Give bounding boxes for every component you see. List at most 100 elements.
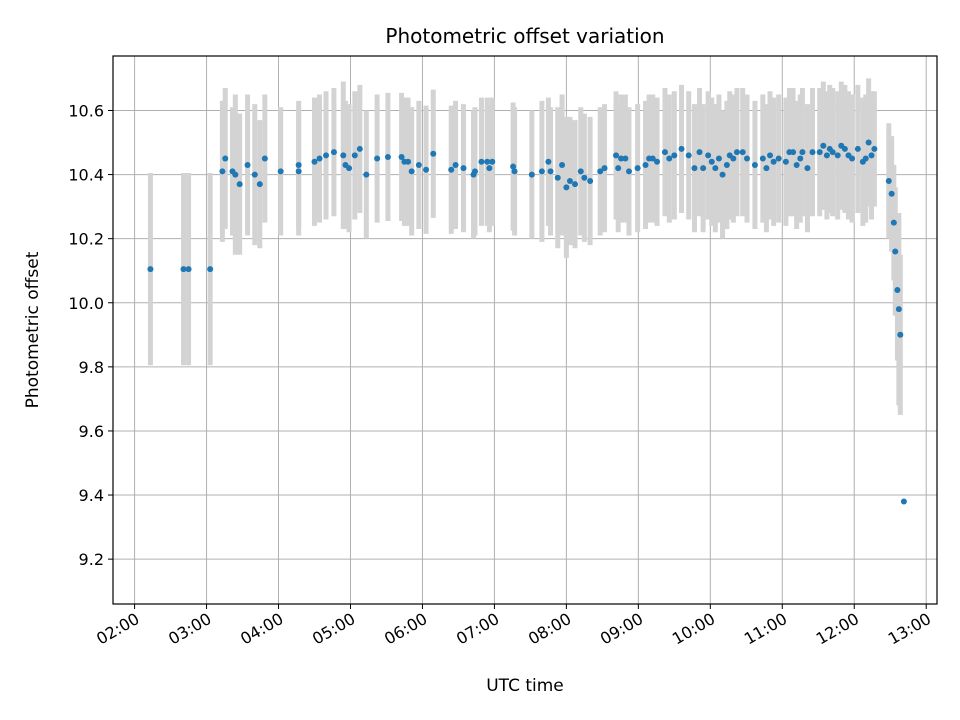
data-point xyxy=(767,152,774,159)
data-point xyxy=(356,145,363,152)
data-point xyxy=(316,155,323,162)
data-point xyxy=(730,155,737,162)
data-point xyxy=(642,161,649,168)
y-tick-label: 10.6 xyxy=(68,101,104,120)
data-point xyxy=(510,163,517,170)
data-point xyxy=(147,266,154,273)
data-point xyxy=(185,266,192,273)
data-point xyxy=(834,152,841,159)
data-point xyxy=(790,149,797,156)
plot-frame xyxy=(112,55,938,605)
data-point xyxy=(581,174,588,181)
data-point xyxy=(671,152,678,159)
data-point xyxy=(841,145,848,152)
y-axis-ticks: 9.2 9.4 9.6 9.8 10.0 10.2 10.4 10.6 xyxy=(68,101,113,569)
data-point xyxy=(295,161,302,168)
data-point xyxy=(486,165,493,172)
data-point xyxy=(809,149,816,156)
data-point xyxy=(895,306,902,313)
data-point xyxy=(351,152,358,159)
data-point xyxy=(890,219,897,226)
data-point xyxy=(511,168,518,175)
data-point xyxy=(330,149,337,156)
data-point xyxy=(854,145,861,152)
data-point xyxy=(232,171,239,178)
data-point xyxy=(708,158,715,165)
data-point xyxy=(816,149,823,156)
y-tick-label: 9.8 xyxy=(79,358,104,377)
y-tick-label: 10.2 xyxy=(68,230,104,249)
data-point xyxy=(311,158,318,165)
data-point xyxy=(547,168,554,175)
data-point xyxy=(900,498,907,505)
data-point xyxy=(759,155,766,162)
data-point xyxy=(363,171,370,178)
data-point xyxy=(892,248,899,255)
data-point xyxy=(799,149,806,156)
data-point xyxy=(415,161,422,168)
data-point xyxy=(661,149,668,156)
data-point xyxy=(829,149,836,156)
data-point xyxy=(622,155,629,162)
data-point xyxy=(180,266,187,273)
y-tick-label: 9.2 xyxy=(79,550,104,569)
data-point xyxy=(763,165,770,172)
data-point xyxy=(625,168,632,175)
data-point xyxy=(804,165,811,172)
data-point xyxy=(572,181,579,188)
data-point xyxy=(277,168,284,175)
data-point xyxy=(207,266,214,273)
data-point xyxy=(346,165,353,172)
data-point xyxy=(559,161,566,168)
data-point xyxy=(430,150,437,157)
data-point xyxy=(797,155,804,162)
data-point xyxy=(823,152,830,159)
data-point xyxy=(862,155,869,162)
data-point xyxy=(696,149,703,156)
data-point xyxy=(782,158,789,165)
y-tick-label: 9.4 xyxy=(79,486,104,505)
data-point xyxy=(566,177,573,184)
data-point xyxy=(618,155,625,162)
data-point xyxy=(528,171,535,178)
data-point xyxy=(484,158,491,165)
data-point xyxy=(448,166,455,173)
data-point xyxy=(820,142,827,149)
data-point xyxy=(705,152,712,159)
data-point xyxy=(739,149,746,156)
data-point xyxy=(678,145,685,152)
data-point xyxy=(897,331,904,338)
y-axis-label: Photometric offset xyxy=(23,251,43,408)
data-point xyxy=(613,152,620,159)
data-point xyxy=(251,171,258,178)
data-point xyxy=(733,149,740,156)
data-point xyxy=(405,158,412,165)
data-point xyxy=(868,152,875,159)
data-point xyxy=(295,168,302,175)
chart-title: Photometric offset variation xyxy=(385,24,664,48)
data-point xyxy=(615,165,622,172)
data-point xyxy=(408,168,415,175)
data-point xyxy=(577,168,584,175)
y-tick-label: 9.6 xyxy=(79,422,104,441)
data-point xyxy=(384,153,391,160)
data-point xyxy=(666,155,673,162)
x-axis-label: UTC time xyxy=(486,676,564,696)
data-point xyxy=(634,165,641,172)
data-point xyxy=(885,177,892,184)
data-point xyxy=(374,155,381,162)
data-point xyxy=(236,181,243,188)
data-point xyxy=(398,153,405,160)
data-point xyxy=(489,158,496,165)
data-point xyxy=(222,155,229,162)
data-point xyxy=(654,158,661,165)
y-tick-label: 10.0 xyxy=(68,294,104,313)
data-point xyxy=(691,165,698,172)
data-point xyxy=(452,161,459,168)
data-point xyxy=(888,190,895,197)
data-point xyxy=(460,165,467,172)
data-point xyxy=(478,158,485,165)
data-point xyxy=(256,181,263,188)
data-point xyxy=(751,161,758,168)
